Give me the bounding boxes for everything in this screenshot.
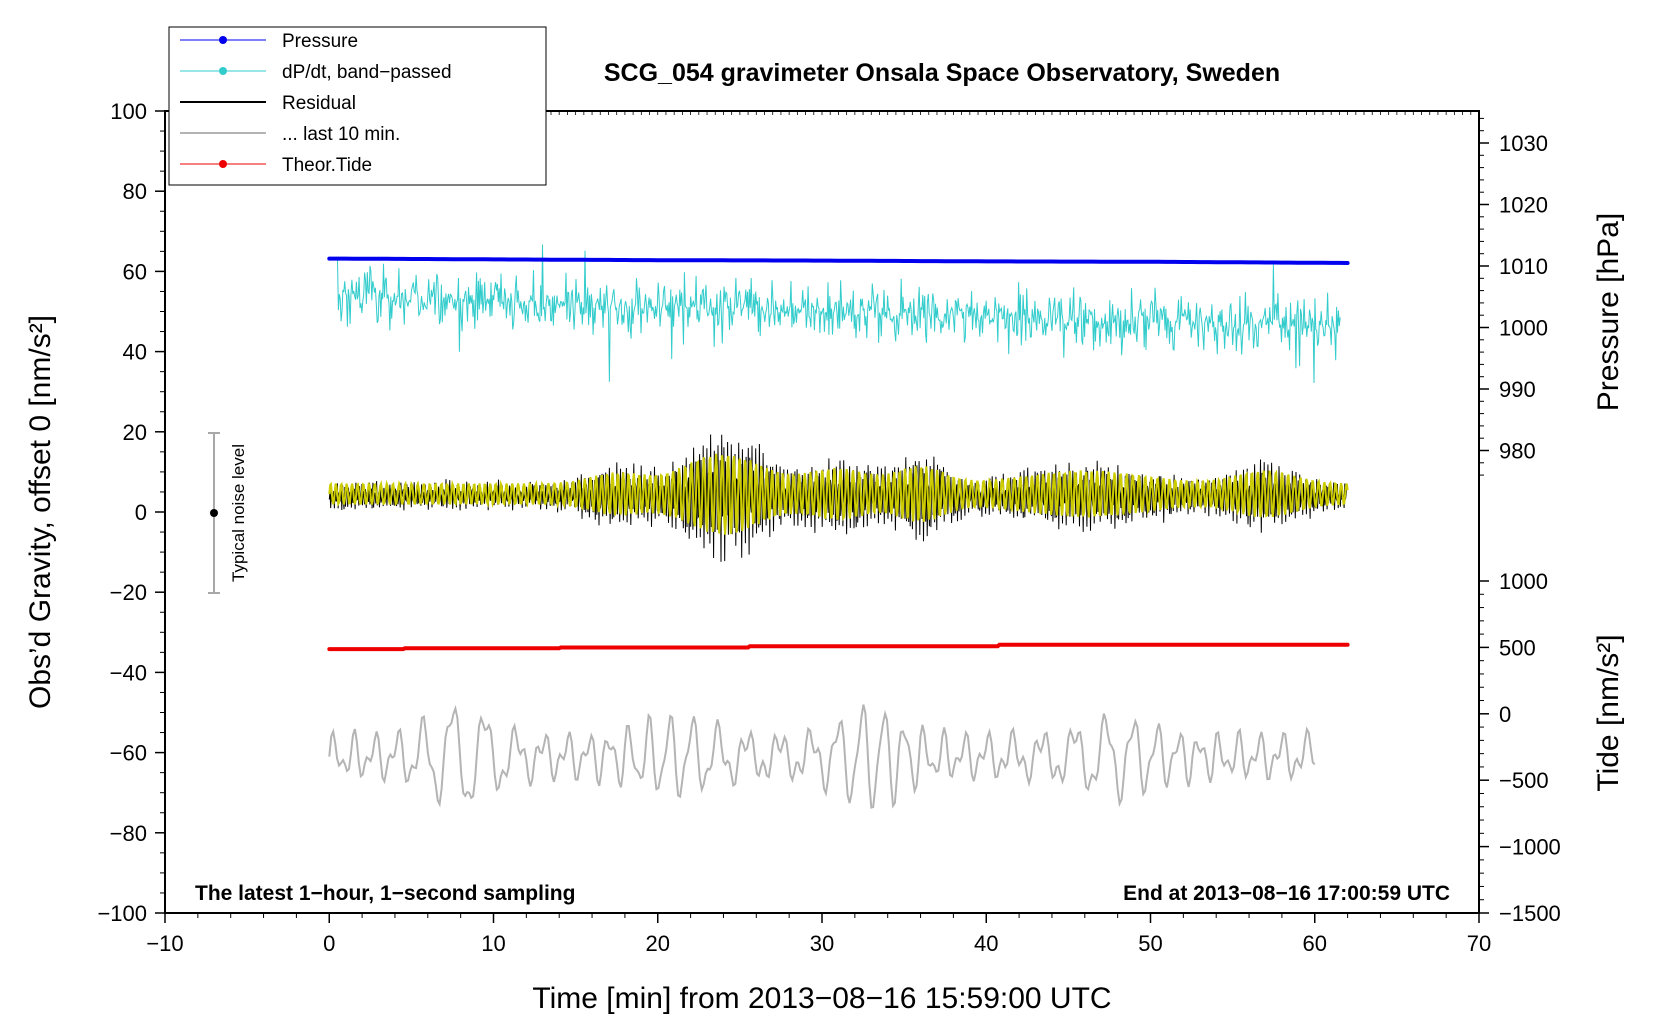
y-tide-tick-label: 1000: [1499, 569, 1548, 594]
x-tick-label: 40: [974, 931, 998, 956]
legend-label: dP/dt, band−passed: [282, 62, 452, 83]
y-left-tick-label: −40: [110, 660, 147, 685]
y-pressure-tick-label: 990: [1499, 377, 1536, 402]
y-tide-tick-label: 0: [1499, 702, 1511, 727]
band-passed-residual-line: [328, 453, 1349, 535]
y-left-tick-label: −60: [110, 741, 147, 766]
y-pressure-tick-label: 1010: [1499, 254, 1548, 279]
x-tick-label: 20: [646, 931, 670, 956]
last-10-min-series-line: [328, 704, 1316, 809]
y-left-tick-label: 60: [123, 259, 147, 284]
y-left-tick-label: −80: [110, 821, 147, 846]
y-tide-tick-label: −1000: [1499, 835, 1561, 860]
x-axis-title: Time [min] from 2013−08−16 15:59:00 UTC: [532, 982, 1111, 1015]
chart-title: SCG_054 gravimeter Onsala Space Observat…: [604, 59, 1280, 87]
legend-marker: [219, 160, 227, 168]
legend-label: Theor.Tide: [282, 155, 372, 176]
tick-labels: −10 0 10 20 30 40 50 60 70100806040200−20−40−60−…: [97, 99, 1560, 956]
x-tick-label: 70: [1467, 931, 1491, 956]
axis-ticks: [155, 110, 1489, 923]
y-pressure-tick-label: 1030: [1499, 131, 1548, 156]
legend: Pressure dP/dt, band−passed Residual ... la…: [168, 26, 547, 186]
legend-box: [168, 26, 547, 186]
legend-label: ... last 10 min.: [282, 124, 400, 145]
end-time-annotation: End at 2013−08−16 17:00:59 UTC: [1123, 882, 1450, 905]
legend-marker: [219, 36, 227, 44]
x-tick-label: 60: [1303, 931, 1327, 956]
noise-level-bar: Typical noise level: [208, 432, 248, 594]
y-tide-tick-label: −1500: [1499, 901, 1561, 926]
legend-marker: [219, 67, 227, 75]
y-left-tick-label: −20: [110, 580, 147, 605]
y-pressure-tick-label: 1000: [1499, 316, 1548, 341]
noise-bar-label: Typical noise level: [229, 444, 248, 582]
legend-label: Residual: [282, 93, 356, 114]
y-left-tick-label: 100: [110, 99, 147, 124]
y-left-tick-label: 40: [123, 340, 147, 365]
dpdt-series-line: [337, 244, 1341, 384]
x-tick-label: −10: [146, 931, 183, 956]
y-pressure-tick-label: 980: [1499, 439, 1536, 464]
x-tick-label: 30: [810, 931, 834, 956]
y-left-tick-label: −100: [97, 901, 147, 926]
y-tide-tick-label: 500: [1499, 635, 1536, 660]
y-tide-tick-label: −500: [1499, 768, 1549, 793]
legend-items: Pressure dP/dt, band−passed Residual ... la…: [180, 31, 452, 176]
y-left-tick-label: 80: [123, 179, 147, 204]
sampling-annotation: The latest 1−hour, 1−second sampling: [195, 882, 575, 905]
y-axis-left-title: Obs’d Gravity, offset 0 [nm/s²]: [24, 315, 57, 709]
plot-lines: [327, 244, 1350, 809]
legend-label: Pressure: [282, 31, 358, 52]
y-axis-pressure-title: Pressure [hPa]: [1592, 213, 1625, 411]
tide-series-line: [327, 642, 1350, 652]
y-left-tick-label: 20: [123, 420, 147, 445]
x-tick-label: 0: [323, 931, 335, 956]
noise-bar-center-dot: [210, 509, 218, 517]
y-axis-tide-title: Tide [nm/s²]: [1592, 634, 1625, 791]
pressure-series-line: [327, 256, 1350, 265]
y-pressure-tick-label: 1020: [1499, 193, 1548, 218]
y-left-tick-label: 0: [135, 500, 147, 525]
x-tick-label: 50: [1138, 931, 1162, 956]
x-tick-label: 10: [481, 931, 505, 956]
